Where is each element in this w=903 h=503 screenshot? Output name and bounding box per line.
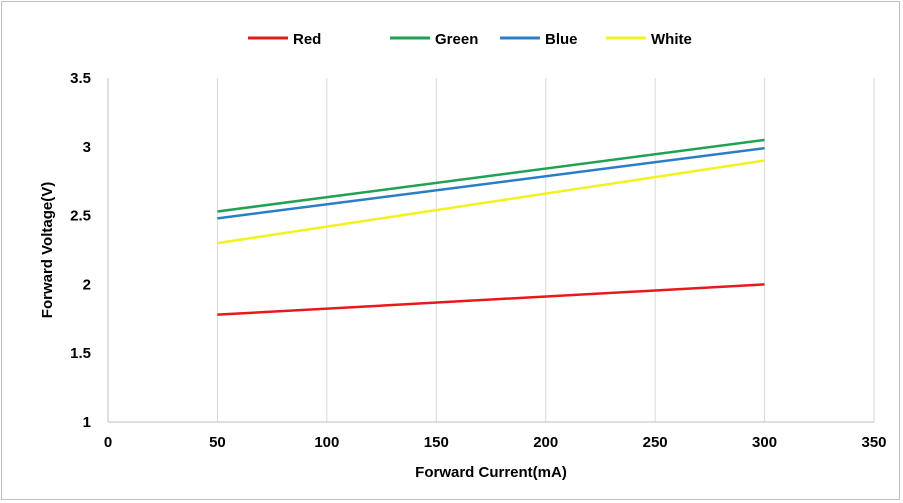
x-tick-label: 250 [643,434,668,451]
x-tick-label: 0 [104,434,112,451]
x-tick-label: 300 [752,434,777,451]
tick-labels: 0 50 100 150 200 250 300 350 1 1.5 2 2.5 3 3.5 [70,70,886,451]
grid [216,78,875,422]
y-axis-title: Forward Voltage(V) [39,182,56,318]
series-line-green [217,138,765,213]
x-tick-label: 350 [861,434,886,451]
y-tick-label: 3 [83,139,91,156]
legend: Red Green Blue White [248,31,692,48]
series-lines [217,138,765,316]
y-tick-label: 2 [83,276,91,293]
y-tick-label: 1 [83,414,91,431]
x-tick-label: 200 [533,434,558,451]
series-line-white [217,159,765,245]
legend-label-green: Green [435,31,478,48]
legend-label-red: Red [293,31,321,48]
series-line-blue [217,146,765,220]
legend-label-white: White [651,31,692,48]
y-tick-label: 1.5 [70,345,91,362]
y-tick-label: 3.5 [70,70,91,87]
legend-label-blue: Blue [545,31,578,48]
series-line-red [217,283,765,316]
x-tick-label: 150 [424,434,449,451]
axes [107,78,874,423]
x-axis-title: Forward Current(mA) [415,464,567,481]
x-tick-label: 100 [314,434,339,451]
y-tick-label: 2.5 [70,208,91,225]
x-tick-label: 50 [209,434,226,451]
